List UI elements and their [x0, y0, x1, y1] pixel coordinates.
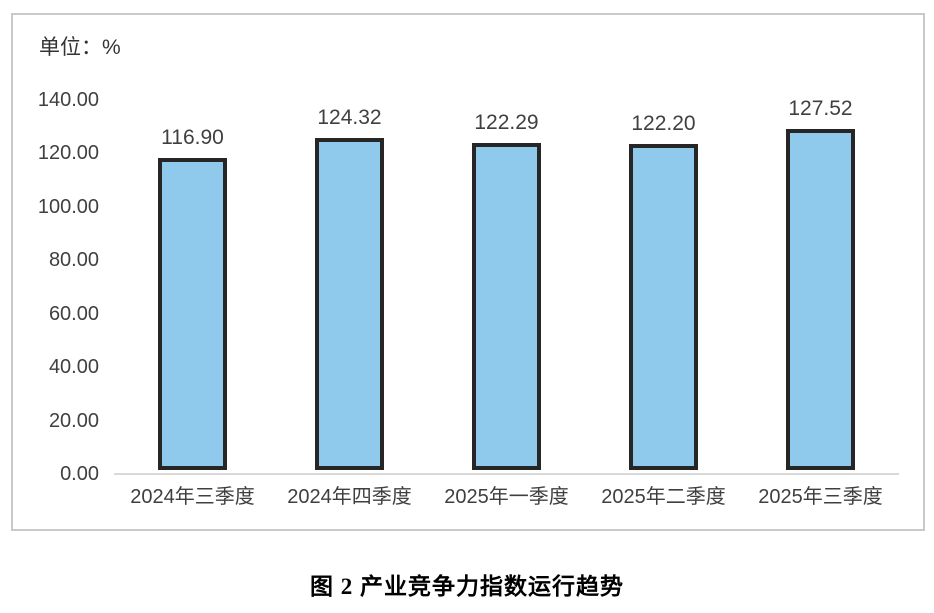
x-axis-tick-label: 2025年一季度 [444, 486, 569, 508]
bar-value-label: 122.20 [631, 111, 696, 135]
bar-value-label: 122.29 [474, 111, 539, 135]
x-axis-tick-label: 2024年三季度 [130, 486, 255, 508]
y-axis-tick-label: 20.00 [48, 409, 99, 432]
y-axis-tick-label: 140.00 [37, 89, 99, 111]
bar-value-label: 124.32 [317, 105, 382, 129]
y-axis-tick-label: 60.00 [48, 302, 99, 325]
bar [472, 143, 541, 470]
y-axis-tick-label: 80.00 [48, 249, 99, 272]
bar-value-label: 127.52 [788, 97, 853, 121]
unit-label: 单位：% [39, 36, 121, 59]
chart-frame: 单位：% 140.00 120.00 100.00 80.00 60.00 40.00 20… [11, 13, 925, 531]
x-axis-line [114, 473, 899, 475]
y-axis-tick-label: 120.00 [37, 142, 99, 165]
bar [158, 157, 227, 470]
bar-value-label: 116.90 [161, 125, 224, 149]
bar [315, 137, 384, 470]
x-axis-tick-label: 2025年三季度 [758, 486, 883, 508]
bar [786, 129, 855, 470]
y-axis-tick-label: 40.00 [48, 356, 99, 379]
x-axis-tick-label: 2024年四季度 [287, 486, 412, 508]
y-axis-tick-label: 100.00 [37, 195, 99, 218]
y-axis-tick-label: 0.00 [60, 463, 99, 485]
bar [629, 143, 698, 470]
x-axis-tick-label: 2025年二季度 [601, 486, 726, 508]
figure-caption: 图 2 产业竞争力指数运行趋势 [310, 574, 624, 599]
